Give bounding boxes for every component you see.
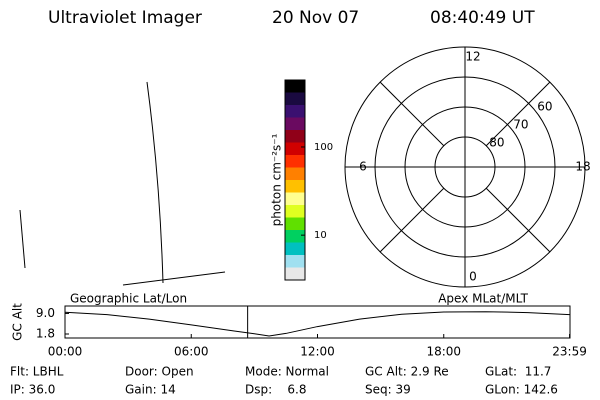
polar-diagonal <box>485 81 551 147</box>
colorbar-tick-label: 10 <box>314 230 327 241</box>
status-field: Dsp: 6.8 <box>245 383 307 397</box>
polar-diagonal <box>379 187 445 253</box>
x-tick-label: 12:00 <box>300 345 335 359</box>
colorbar-band <box>285 242 305 256</box>
colorbar-band <box>285 117 305 131</box>
time: 08:40:49 UT <box>430 8 535 28</box>
x-tick-label: 18:00 <box>426 345 461 359</box>
colorbar-band <box>285 180 305 193</box>
status-field: IP: 36.0 <box>10 383 55 397</box>
x-tick-label: 06:00 <box>174 345 209 359</box>
colorbar-label: photon cm⁻²s⁻¹ <box>270 133 284 226</box>
colorbar-band <box>285 142 305 156</box>
left-label: Geographic Lat/Lon <box>70 292 187 306</box>
y-tick-label: 1.8 <box>36 327 55 341</box>
colorbar-band <box>285 92 305 106</box>
x-tick-label: 00:00 <box>48 345 83 359</box>
status-field: GC Alt: 2.9 Re <box>365 365 449 379</box>
colorbar-band <box>285 267 305 281</box>
image-trace <box>19 209 26 269</box>
status-field: GLat: 11.7 <box>485 365 551 379</box>
polar-diagonal <box>485 187 551 253</box>
colorbar-band <box>285 80 305 93</box>
polar-diagonal <box>379 81 445 147</box>
colorbar-band <box>285 255 305 268</box>
lat-label: 60 <box>537 99 552 113</box>
status-field: Mode: Normal <box>245 365 329 379</box>
status-field: Seq: 39 <box>365 383 411 397</box>
alt-axis-label: GC Alt <box>11 303 25 341</box>
status-field: Door: Open <box>125 365 194 379</box>
mlt-label: 12 <box>465 50 480 64</box>
colorbar-band <box>285 217 305 231</box>
mlt-label: 0 <box>469 270 477 284</box>
status-field: Gain: 14 <box>125 383 176 397</box>
colorbar-frame <box>284 79 306 281</box>
colorbar-band <box>285 205 305 218</box>
title: Ultraviolet Imager <box>48 8 202 28</box>
image-trace <box>122 271 226 286</box>
status-field: GLon: 142.6 <box>485 383 558 397</box>
lat-label: 70 <box>513 117 528 131</box>
mlt-label: 18 <box>575 160 590 174</box>
colorbar-band <box>285 130 305 143</box>
lat-label: 80 <box>489 135 504 149</box>
image-trace <box>146 81 164 284</box>
mlt-label: 6 <box>359 160 367 174</box>
colorbar-band <box>285 192 305 206</box>
altitude-line <box>64 311 570 337</box>
colorbar-band <box>285 155 305 168</box>
x-tick-label: 23:59 <box>552 345 587 359</box>
right-label: Apex MLat/MLT <box>438 292 528 306</box>
colorbar-tick-label: 100 <box>314 142 333 153</box>
alt-frame <box>64 305 571 339</box>
colorbar-band <box>285 230 305 243</box>
date: 20 Nov 07 <box>272 8 359 28</box>
colorbar-band <box>285 167 305 181</box>
status-field: Flt: LBHL <box>10 365 64 379</box>
colorbar-band <box>285 105 305 118</box>
y-tick-label: 9.0 <box>36 306 55 320</box>
